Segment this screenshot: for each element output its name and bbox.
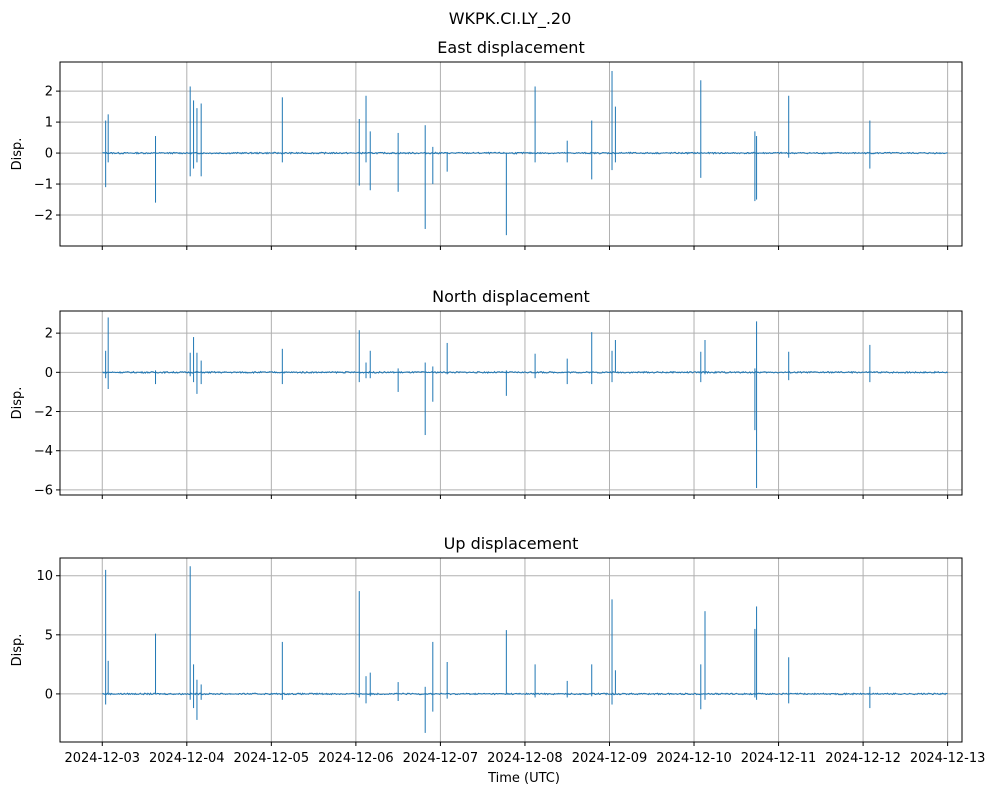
y-tick-label: 0	[45, 687, 53, 702]
x-tick-label: 2024-12-13	[910, 751, 986, 766]
figure-title: WKPK.CI.LY_.20	[449, 9, 572, 29]
panel-2: 2024-12-03 2024-12-04 2024-12-05 2024-12-06…	[10, 534, 985, 766]
x-tick-label: 2024-12-07	[403, 751, 479, 766]
panel-title: Up displacement	[444, 534, 579, 553]
y-tick-label: −1	[34, 178, 53, 193]
y-tick-label: −4	[34, 444, 53, 459]
panel-title: North displacement	[432, 287, 590, 306]
y-tick-label: 0	[45, 147, 53, 162]
x-tick-label: 2024-12-11	[741, 751, 817, 766]
y-tick-label: 0	[45, 366, 53, 381]
x-tick-label: 2024-12-05	[234, 751, 310, 766]
panel-1: −6 −4 −2 0 2 North displacement Disp.	[10, 287, 963, 499]
x-tick-label: 2024-12-12	[825, 751, 901, 766]
y-tick-label: −6	[34, 483, 53, 498]
x-tick-label: 2024-12-04	[149, 751, 225, 766]
series-baseline	[102, 370, 948, 375]
y-tick-label: 2	[45, 85, 53, 100]
x-tick-label: 2024-12-10	[656, 751, 732, 766]
y-tick-label: −2	[34, 209, 53, 224]
panel-title: East displacement	[437, 38, 584, 57]
y-tick-label: 5	[45, 628, 53, 643]
y-axis-label: Disp.	[10, 387, 25, 420]
series-baseline	[102, 151, 948, 155]
x-tick-label: 2024-12-06	[318, 751, 394, 766]
y-axis-label: Disp.	[10, 138, 25, 171]
panel-0: −2 −1 0 1 2 East displacement Disp.	[10, 38, 963, 250]
axes-frame	[59, 310, 963, 496]
x-tick-label: 2024-12-08	[487, 751, 563, 766]
y-axis-label: Disp.	[10, 634, 25, 667]
x-tick-label: 2024-12-09	[572, 751, 648, 766]
axes-frame	[59, 61, 963, 247]
y-tick-label: 2	[45, 327, 53, 342]
y-tick-label: −2	[34, 405, 53, 420]
x-tick-label: 2024-12-03	[64, 751, 140, 766]
y-tick-label: 1	[45, 116, 53, 131]
x-axis-label: Time (UTC)	[487, 771, 560, 786]
y-tick-label: 10	[36, 569, 53, 584]
series-baseline	[102, 692, 948, 696]
axes-frame	[59, 557, 963, 743]
